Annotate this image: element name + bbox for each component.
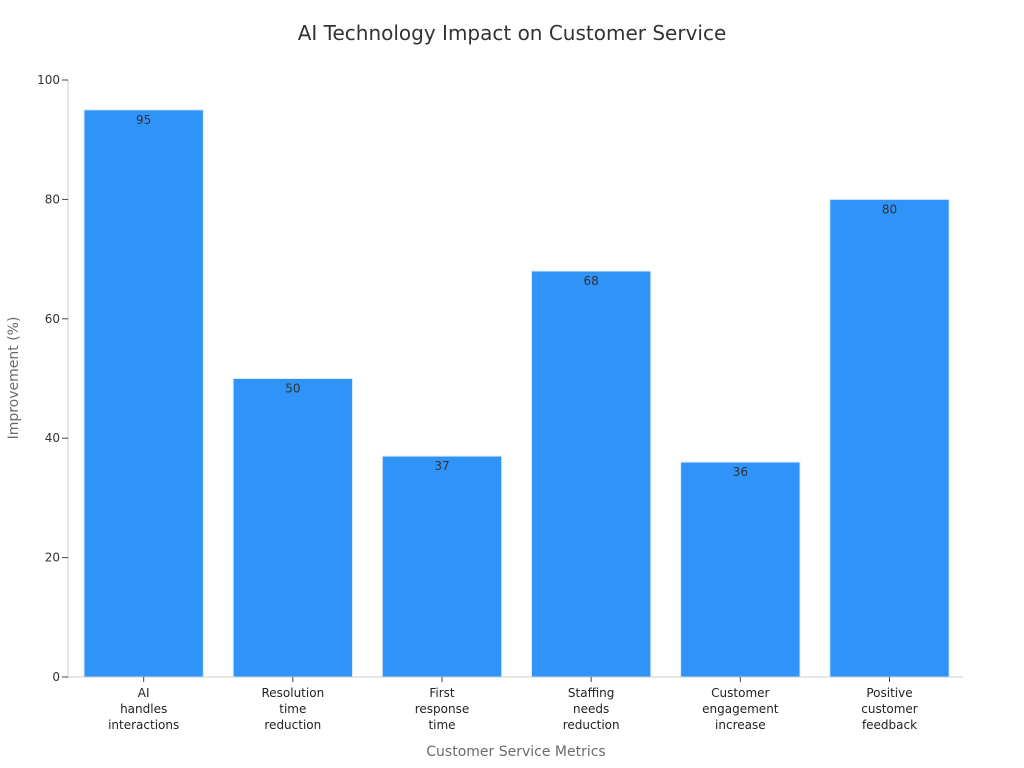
y-tick-label: 0 [52, 670, 60, 684]
x-axis: AI handles interactions Resolution time reduc… [68, 676, 963, 732]
bar [83, 109, 204, 678]
y-axis: 0 20 40 60 80 100 [37, 73, 69, 684]
x-tick-label: Staffing needs reduction [563, 686, 620, 732]
y-tick-label: 100 [37, 73, 60, 87]
y-tick-label: 40 [45, 431, 60, 445]
x-axis-label: Customer Service Metrics [426, 744, 605, 760]
bar-value-label: 95 [136, 113, 151, 127]
bar-value-label: 50 [285, 382, 300, 396]
bar-value-label: 68 [584, 274, 599, 288]
bars-group: 95 50 37 68 36 80 [83, 109, 950, 678]
y-tick-label: 60 [45, 312, 60, 326]
bar-value-label: 36 [733, 465, 748, 479]
y-tick-label: 20 [45, 551, 60, 565]
bar [531, 270, 652, 678]
bar-value-label: 80 [882, 202, 897, 216]
x-tick-label: Customer engagement increase [702, 686, 779, 732]
y-axis-label: Improvement (%) [6, 317, 22, 440]
chart-title: AI Technology Impact on Customer Service [298, 21, 727, 45]
bar-value-label: 37 [434, 459, 449, 473]
bar [232, 378, 354, 678]
x-tick-label: Positive customer feedback [861, 686, 918, 732]
bar [680, 461, 801, 678]
x-tick-label: AI handles interactions [108, 686, 179, 732]
bar [829, 198, 950, 678]
y-tick-label: 80 [45, 192, 60, 206]
x-tick-label: Resolution time reduction [261, 686, 324, 732]
x-tick-label: First response time [415, 686, 470, 732]
bar [381, 455, 503, 678]
